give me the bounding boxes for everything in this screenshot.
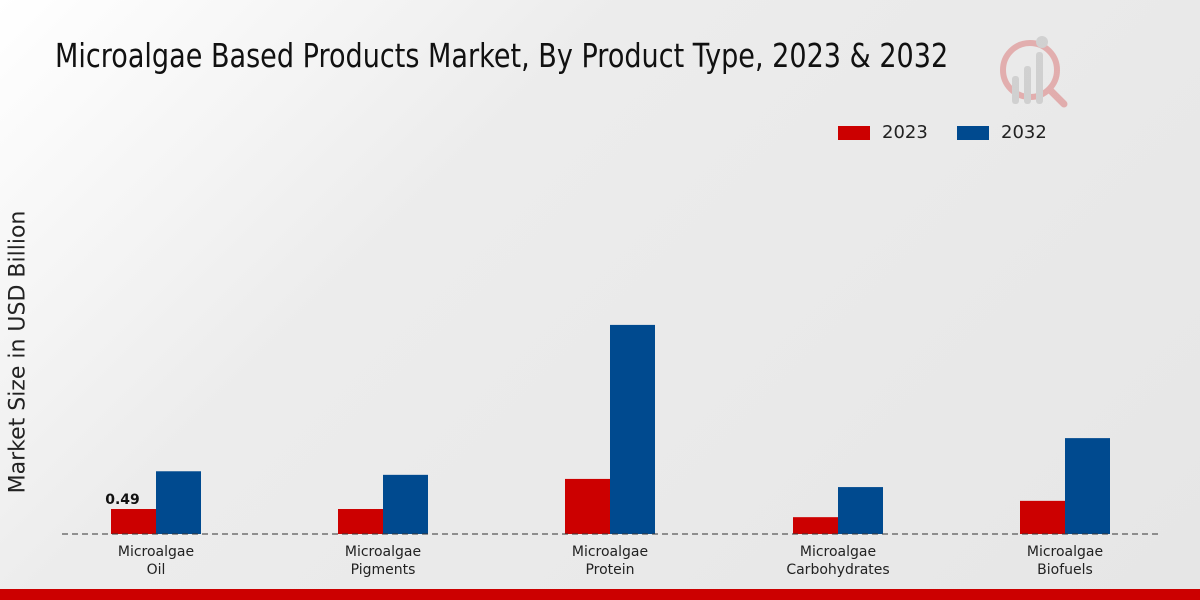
bar-2023-3 [793,517,838,534]
bar-2023-4 [1020,500,1065,534]
bar-2032-1 [383,474,428,534]
footer-bar [0,589,1200,600]
bar-2023-1 [338,509,383,534]
bar-2023-2 [565,478,610,534]
x-tick-label: Oil [147,562,166,578]
x-tick-label: Microalgae [572,544,648,560]
x-tick-label: Microalgae [345,544,421,560]
legend-swatch-2023 [838,125,870,140]
x-tick-label: Carbohydrates [786,562,889,578]
bar-2023-0 [111,509,156,534]
legend-item-2032: 2032 [957,122,1047,143]
bar-2032-2 [610,324,655,534]
legend-swatch-2032 [957,125,989,140]
x-tick-label: Biofuels [1037,562,1093,578]
legend-item-2023: 2023 [838,122,928,143]
legend-label-2023: 2023 [882,122,928,143]
bar-2032-3 [838,487,883,534]
x-tick-label: Microalgae [118,544,194,560]
data-label: 0.49 [105,492,140,508]
x-tick-label: Microalgae [800,544,876,560]
logo-icon [1000,36,1068,108]
bar-2032-0 [156,471,201,534]
chart-title: Microalgae Based Products Market, By Pro… [55,36,949,75]
x-tick-label: Pigments [351,562,416,578]
x-tick-label: Microalgae [1027,544,1103,560]
legend-label-2032: 2032 [1001,122,1047,143]
x-tick-label: Protein [585,562,634,578]
bar-2032-4 [1065,438,1110,534]
